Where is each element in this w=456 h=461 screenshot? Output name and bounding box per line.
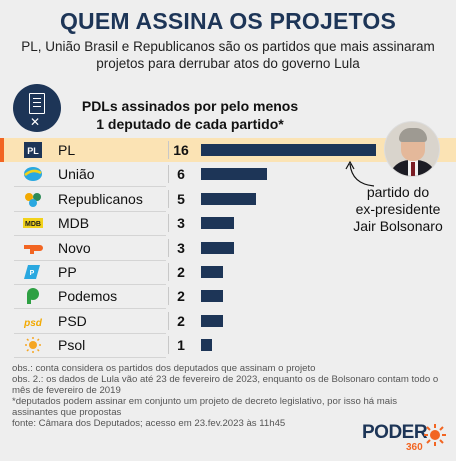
chart-row-podemos: Podemos 2: [0, 284, 456, 310]
bolsonaro-photo: [384, 121, 440, 177]
chart-row-pp: P PP 2: [0, 260, 456, 285]
row-separator: [14, 259, 166, 261]
data-label: 6: [177, 166, 185, 183]
poder360-logo: PODER 360: [362, 422, 452, 454]
data-label: 3: [177, 239, 185, 256]
row-separator: [14, 186, 166, 188]
data-label: 2: [177, 312, 185, 329]
republicanos-logo-icon: [25, 192, 41, 207]
chart-title-line-1: PDLs assinados por pelo menos: [81, 98, 299, 114]
brand-number: 360: [406, 442, 423, 453]
chart-row-republicanos: Republicanos 5: [0, 187, 456, 212]
svg-text:PL: PL: [27, 146, 39, 156]
data-label: 5: [177, 190, 185, 207]
bar: [201, 192, 256, 205]
row-divider: [168, 141, 169, 159]
footnotes: obs.: conta considera os partidos dos de…: [12, 363, 442, 429]
mdb-logo-icon: MDB: [23, 218, 43, 229]
data-label: 2: [177, 288, 185, 305]
row-divider: [168, 336, 169, 355]
annotation-line-3: Jair Bolsonaro: [353, 218, 443, 234]
category-label: Republicanos: [58, 190, 143, 207]
category-label: PP: [58, 264, 77, 280]
chart-title-line-2: 1 deputado de cada partido*: [96, 116, 284, 132]
sun-icon: [424, 424, 446, 446]
page-subtitle: PL, União Brasil e Republicanos são os p…: [21, 39, 435, 71]
bar: [201, 144, 376, 156]
row-divider: [168, 214, 169, 233]
bar: [201, 290, 223, 303]
row-divider: [168, 263, 169, 281]
annotation-text: partido do ex-presidente Jair Bolsonaro: [340, 184, 456, 235]
svg-text:psd: psd: [23, 318, 43, 329]
pp-logo-icon: P: [24, 265, 40, 279]
bar: [201, 168, 267, 181]
row-separator: [14, 235, 166, 237]
psd-logo-icon: psd: [23, 318, 43, 329]
bar: [201, 339, 212, 352]
row-separator: [14, 308, 166, 310]
pl-logo-icon: PL: [24, 142, 42, 158]
bar: [201, 217, 234, 230]
footnote-1: obs.: conta considera os partidos dos de…: [12, 363, 316, 374]
data-label: 16: [173, 142, 189, 158]
annotation-line-1: partido do: [366, 184, 430, 200]
chart-row-psol: Psol 1: [0, 333, 456, 359]
row-divider: [168, 311, 169, 330]
row-separator: [14, 332, 166, 334]
bar: [201, 266, 223, 278]
category-label: Podemos: [58, 288, 118, 305]
row-divider: [168, 287, 169, 306]
footnote-2: obs. 2.: os dados de Lula vão até 23 de …: [12, 374, 439, 396]
svg-text:MDB: MDB: [25, 221, 41, 228]
row-separator: [14, 210, 166, 212]
category-label: PL: [58, 142, 76, 158]
category-label: MDB: [58, 215, 90, 232]
uniao-logo-icon: [24, 167, 42, 182]
footnote-3: *deputados podem assinar em conjunto um …: [12, 396, 398, 418]
highlight-accent: [0, 138, 4, 162]
annotation-line-2: ex-presidente: [355, 201, 441, 217]
data-label: 1: [177, 337, 185, 354]
category-label: União: [58, 166, 95, 183]
psol-logo-icon: [25, 337, 41, 354]
data-label: 3: [177, 215, 185, 232]
svg-text:P: P: [30, 270, 35, 277]
novo-logo-icon: [24, 244, 43, 254]
row-separator: [14, 357, 166, 359]
bar: [201, 241, 234, 254]
row-separator: [14, 284, 166, 285]
brand-word: PODER: [362, 422, 428, 443]
chart-title: PDLs assinados por pelo menos 1 deputado…: [60, 97, 320, 133]
row-divider: [168, 238, 169, 257]
category-label: Novo: [58, 239, 91, 256]
category-label: PSD: [58, 312, 87, 329]
podemos-logo-icon: [27, 288, 39, 305]
page-title: QUEM ASSINA OS PROJETOS: [59, 8, 397, 34]
data-label: 2: [177, 264, 185, 280]
row-divider: [168, 165, 169, 184]
document-icon: ✕: [13, 84, 61, 132]
chart-row-novo: Novo 3: [0, 236, 456, 261]
row-divider: [168, 189, 169, 208]
footnote-4: fonte: Câmara dos Deputados; acesso em 2…: [12, 418, 286, 429]
category-label: Psol: [58, 337, 86, 354]
chart-row-psd: psd PSD 2: [0, 309, 456, 334]
chart-row-mdb: MDB MDB 3: [0, 211, 456, 237]
annotation-arrow-icon: [345, 160, 375, 187]
bar: [201, 314, 223, 327]
chart-row-uniao: União 6: [0, 162, 456, 188]
chart-row-pl: PL PL 16: [0, 138, 456, 162]
